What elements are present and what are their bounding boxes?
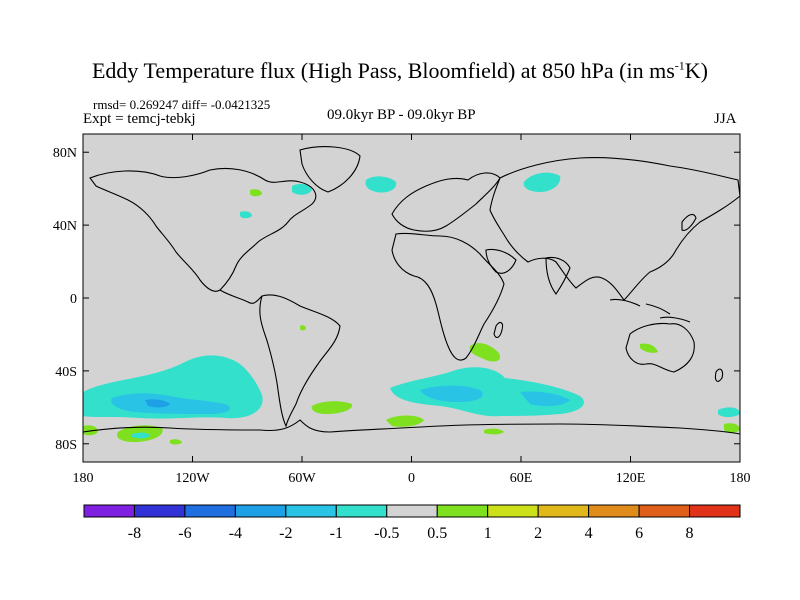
colorbar-label: 2 <box>534 525 542 542</box>
coast-central-america <box>219 289 263 304</box>
colorbar: -8 -6 -4 -2 -1 -0.5 0.5 1 2 4 6 8 <box>83 504 741 542</box>
y-tick-label: 40N <box>53 219 77 234</box>
anomaly-hudson-green <box>250 189 262 197</box>
colorbar-swatch <box>436 504 489 518</box>
anomaly-west-edge-green <box>83 425 98 436</box>
anomaly-small-green-2 <box>300 325 306 331</box>
anomaly-small-green-1 <box>170 439 182 445</box>
colorbar-label: -4 <box>229 525 242 542</box>
anomaly-canada-east <box>292 183 312 195</box>
coast-new-zealand <box>714 368 724 382</box>
anomaly-south-indian-blue <box>520 391 570 407</box>
x-tick-label: 120W <box>175 471 210 486</box>
y-tick-label: 80S <box>55 438 77 453</box>
colorbar-swatch <box>184 504 236 518</box>
y-tick-label: 0 <box>70 292 77 307</box>
anomaly-north-atlantic <box>365 176 397 193</box>
x-tick-label: 120E <box>616 471 646 486</box>
colorbar-label: 8 <box>686 525 694 542</box>
colorbar-swatch <box>234 504 287 518</box>
coastlines <box>82 146 741 435</box>
colorbar-swatch <box>537 504 590 518</box>
colorbar-swatch <box>83 504 135 518</box>
colorbar-label: 0.5 <box>427 525 447 542</box>
colorbar-label: -6 <box>178 525 191 542</box>
anomaly-south-atlantic-green <box>311 401 353 414</box>
coast-indonesia <box>609 298 691 323</box>
anomaly-great-lakes <box>240 211 252 219</box>
experiment-label: Expt = temcj-tebkj <box>83 111 196 127</box>
x-tick-label: 60W <box>288 471 316 486</box>
coast-antarctica <box>82 419 741 435</box>
x-tick-label: 0 <box>408 471 415 486</box>
coast-arabia <box>485 248 517 274</box>
anomaly-ross-cyan <box>132 432 150 439</box>
coast-india <box>545 256 571 295</box>
season-label: JJA <box>714 111 737 127</box>
period-label: 09.0kyr BP - 09.0kyr BP <box>327 107 476 123</box>
coast-asia <box>489 156 741 301</box>
map-axes: 180 120W 60W 0 60E 120E 180 80N 40N 0 40S 80S <box>53 134 751 486</box>
coast-madagascar <box>493 321 504 339</box>
x-tick-label: 180 <box>730 471 751 486</box>
coast-south-america <box>259 294 341 428</box>
x-tick-label: 60E <box>510 471 533 486</box>
coast-europe <box>391 172 501 232</box>
colorbar-label: 4 <box>585 525 593 542</box>
colorbar-label: 1 <box>484 525 492 542</box>
colorbar-swatch <box>386 504 438 518</box>
colorbar-swatch <box>335 504 388 518</box>
y-tick-label: 80N <box>53 146 77 161</box>
colorbar-swatch <box>588 504 640 518</box>
colorbar-label: -2 <box>279 525 292 542</box>
map-title: Eddy Temperature flux (High Pass, Bloomf… <box>91 58 708 83</box>
anomaly-east-edge-cyan <box>718 407 740 417</box>
colorbar-swatch <box>285 504 337 518</box>
y-tick-label: 40S <box>55 365 77 380</box>
colorbar-swatch <box>133 504 186 518</box>
anomaly-east-edge-green <box>724 423 740 433</box>
colorbar-swatch <box>638 504 691 518</box>
coast-greenland <box>299 146 361 193</box>
anomaly-siberia <box>523 172 561 192</box>
colorbar-swatch <box>487 504 539 518</box>
anomaly-australia-green <box>640 343 658 353</box>
colorbar-label: 6 <box>635 525 643 542</box>
rmsd-diff-stats: rmsd= 0.269247 diff= -0.0421325 <box>93 97 271 112</box>
anomaly-fields <box>83 172 740 445</box>
anomaly-ant-green <box>484 428 504 435</box>
coast-north-america <box>89 167 317 292</box>
anomaly-weddell-green <box>386 415 424 427</box>
colorbar-label: -0.5 <box>374 525 399 542</box>
anomaly-south-atlantic-blue <box>420 385 483 402</box>
colorbar-swatch <box>689 504 741 518</box>
colorbar-label: -1 <box>330 525 343 542</box>
anomaly-south-pacific-blue <box>111 393 230 414</box>
coast-africa <box>391 232 505 361</box>
x-tick-label: 180 <box>73 471 94 486</box>
coast-australia <box>625 322 695 373</box>
colorbar-label: -8 <box>128 525 141 542</box>
coast-japan <box>681 213 697 231</box>
anomaly-south-pacific-core <box>145 399 170 408</box>
anomaly-south-africa-green <box>469 343 501 362</box>
